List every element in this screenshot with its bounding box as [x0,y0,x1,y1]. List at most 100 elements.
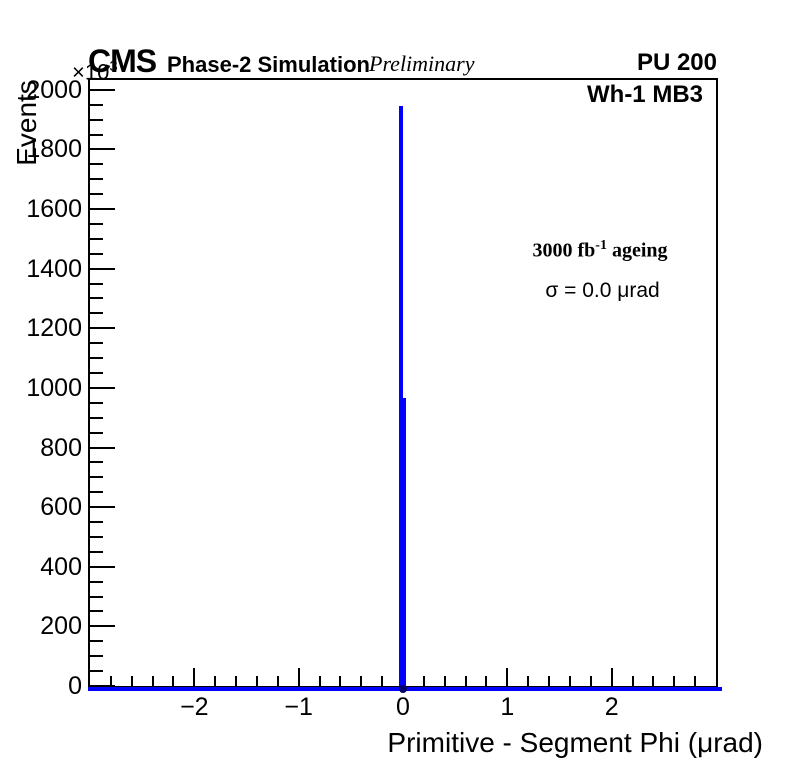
y-tick-label: 0 [68,672,82,700]
y-major-tick [90,625,115,628]
x-minor-tick [589,676,592,686]
y-tick-label: 1800 [26,135,82,164]
x-minor-tick [172,676,175,686]
x-tick-label: 1 [500,693,515,721]
zero-marker-dot [399,685,407,693]
y-minor-tick [90,431,103,434]
x-minor-tick [652,676,655,686]
x-minor-tick [422,676,425,686]
y-minor-tick [90,416,103,419]
x-minor-tick [443,676,446,686]
y-tick-label: 400 [40,552,82,581]
y-minor-tick [90,297,103,300]
y-minor-tick [90,670,103,673]
ageing-annotation: 3000 fb-1 ageing [520,238,680,263]
x-major-tick [297,668,300,686]
y-major-tick [90,565,115,568]
ageing-suffix: ageing [606,239,668,262]
x-minor-tick [485,676,488,686]
y-minor-tick [90,222,103,225]
y-major-tick [90,446,115,449]
x-tick-label: 0 [396,693,410,721]
x-minor-tick [255,676,258,686]
x-minor-tick [109,676,112,686]
histogram-bin [403,398,407,686]
y-minor-tick [90,521,103,524]
y-minor-tick [90,178,103,181]
y-tick-label: 1200 [26,314,82,343]
y-major-tick [90,685,115,687]
x-minor-tick [548,676,551,686]
simulation-subtitle: Phase-2 Simulation [167,52,370,77]
y-tick-label: 600 [40,493,82,522]
y-minor-tick [90,476,103,479]
x-major-tick [193,668,196,686]
x-minor-tick [235,676,238,686]
y-major-tick [90,327,115,330]
y-minor-tick [90,103,103,106]
x-axis-title: Primitive - Segment Phi (μrad) [387,727,763,758]
x-minor-tick [360,676,363,686]
x-tick-label: −2 [180,693,209,721]
ageing-exponent: -1 [595,238,607,253]
y-tick-label: 800 [40,433,82,462]
plot-area: 0 200 400 600 800 1000 1200 1400 1600 1800 2000 −2 −… [26,77,722,720]
x-minor-tick [381,676,384,686]
y-minor-tick [90,312,103,315]
y-minor-tick [90,163,103,166]
x-tick-label: 2 [604,693,619,721]
y-minor-tick [90,461,103,464]
y-minor-tick [90,610,103,613]
y-minor-tick [90,357,103,360]
y-axis-exponent-power: 3 [109,58,118,75]
y-minor-tick [90,401,103,404]
y-major-tick [90,88,115,91]
x-minor-tick [464,676,467,686]
pileup-label: PU 200 [636,49,717,76]
x-minor-tick [673,676,676,686]
y-tick-label: 200 [40,612,82,641]
x-minor-tick [130,676,133,686]
y-minor-tick [90,655,103,658]
y-minor-tick [90,491,103,494]
x-minor-tick [339,676,342,686]
y-minor-tick [90,595,103,598]
x-major-tick [610,668,613,686]
y-major-tick [90,208,115,211]
y-minor-tick [90,118,103,121]
y-axis-exponent: ×103 [72,58,118,85]
x-tick-label: −1 [284,693,313,721]
x-minor-tick [568,676,571,686]
y-tick-label: 2000 [26,75,82,104]
experiment-label: CMS [88,43,157,79]
sigma-annotation: σ = 0.0 μrad [545,279,660,302]
x-minor-tick [694,676,697,686]
y-minor-tick [90,193,103,196]
y-tick-label: 1000 [26,373,82,402]
x-minor-tick [527,676,530,686]
y-axis-exponent-base: ×10 [72,59,110,85]
x-minor-tick [151,676,154,686]
y-minor-tick [90,640,103,643]
y-axis-title: Events [11,80,42,166]
y-minor-tick [90,580,103,583]
y-minor-tick [90,282,103,285]
y-major-tick [90,267,115,270]
y-tick-label: 1600 [26,195,82,224]
y-minor-tick [90,372,103,374]
y-minor-tick [90,535,103,538]
x-minor-tick [276,676,279,686]
y-minor-tick [90,342,103,345]
y-major-tick [90,386,115,389]
x-minor-tick [631,676,634,686]
y-tick-label: 1400 [26,254,82,283]
x-minor-tick [318,676,321,686]
y-minor-tick [90,237,103,240]
preliminary-label: Preliminary [369,51,475,76]
y-minor-tick [90,252,103,255]
y-minor-tick [90,133,103,136]
y-major-tick [90,148,115,151]
x-minor-tick [214,676,217,686]
chamber-label: Wh-1 MB3 [587,81,703,108]
